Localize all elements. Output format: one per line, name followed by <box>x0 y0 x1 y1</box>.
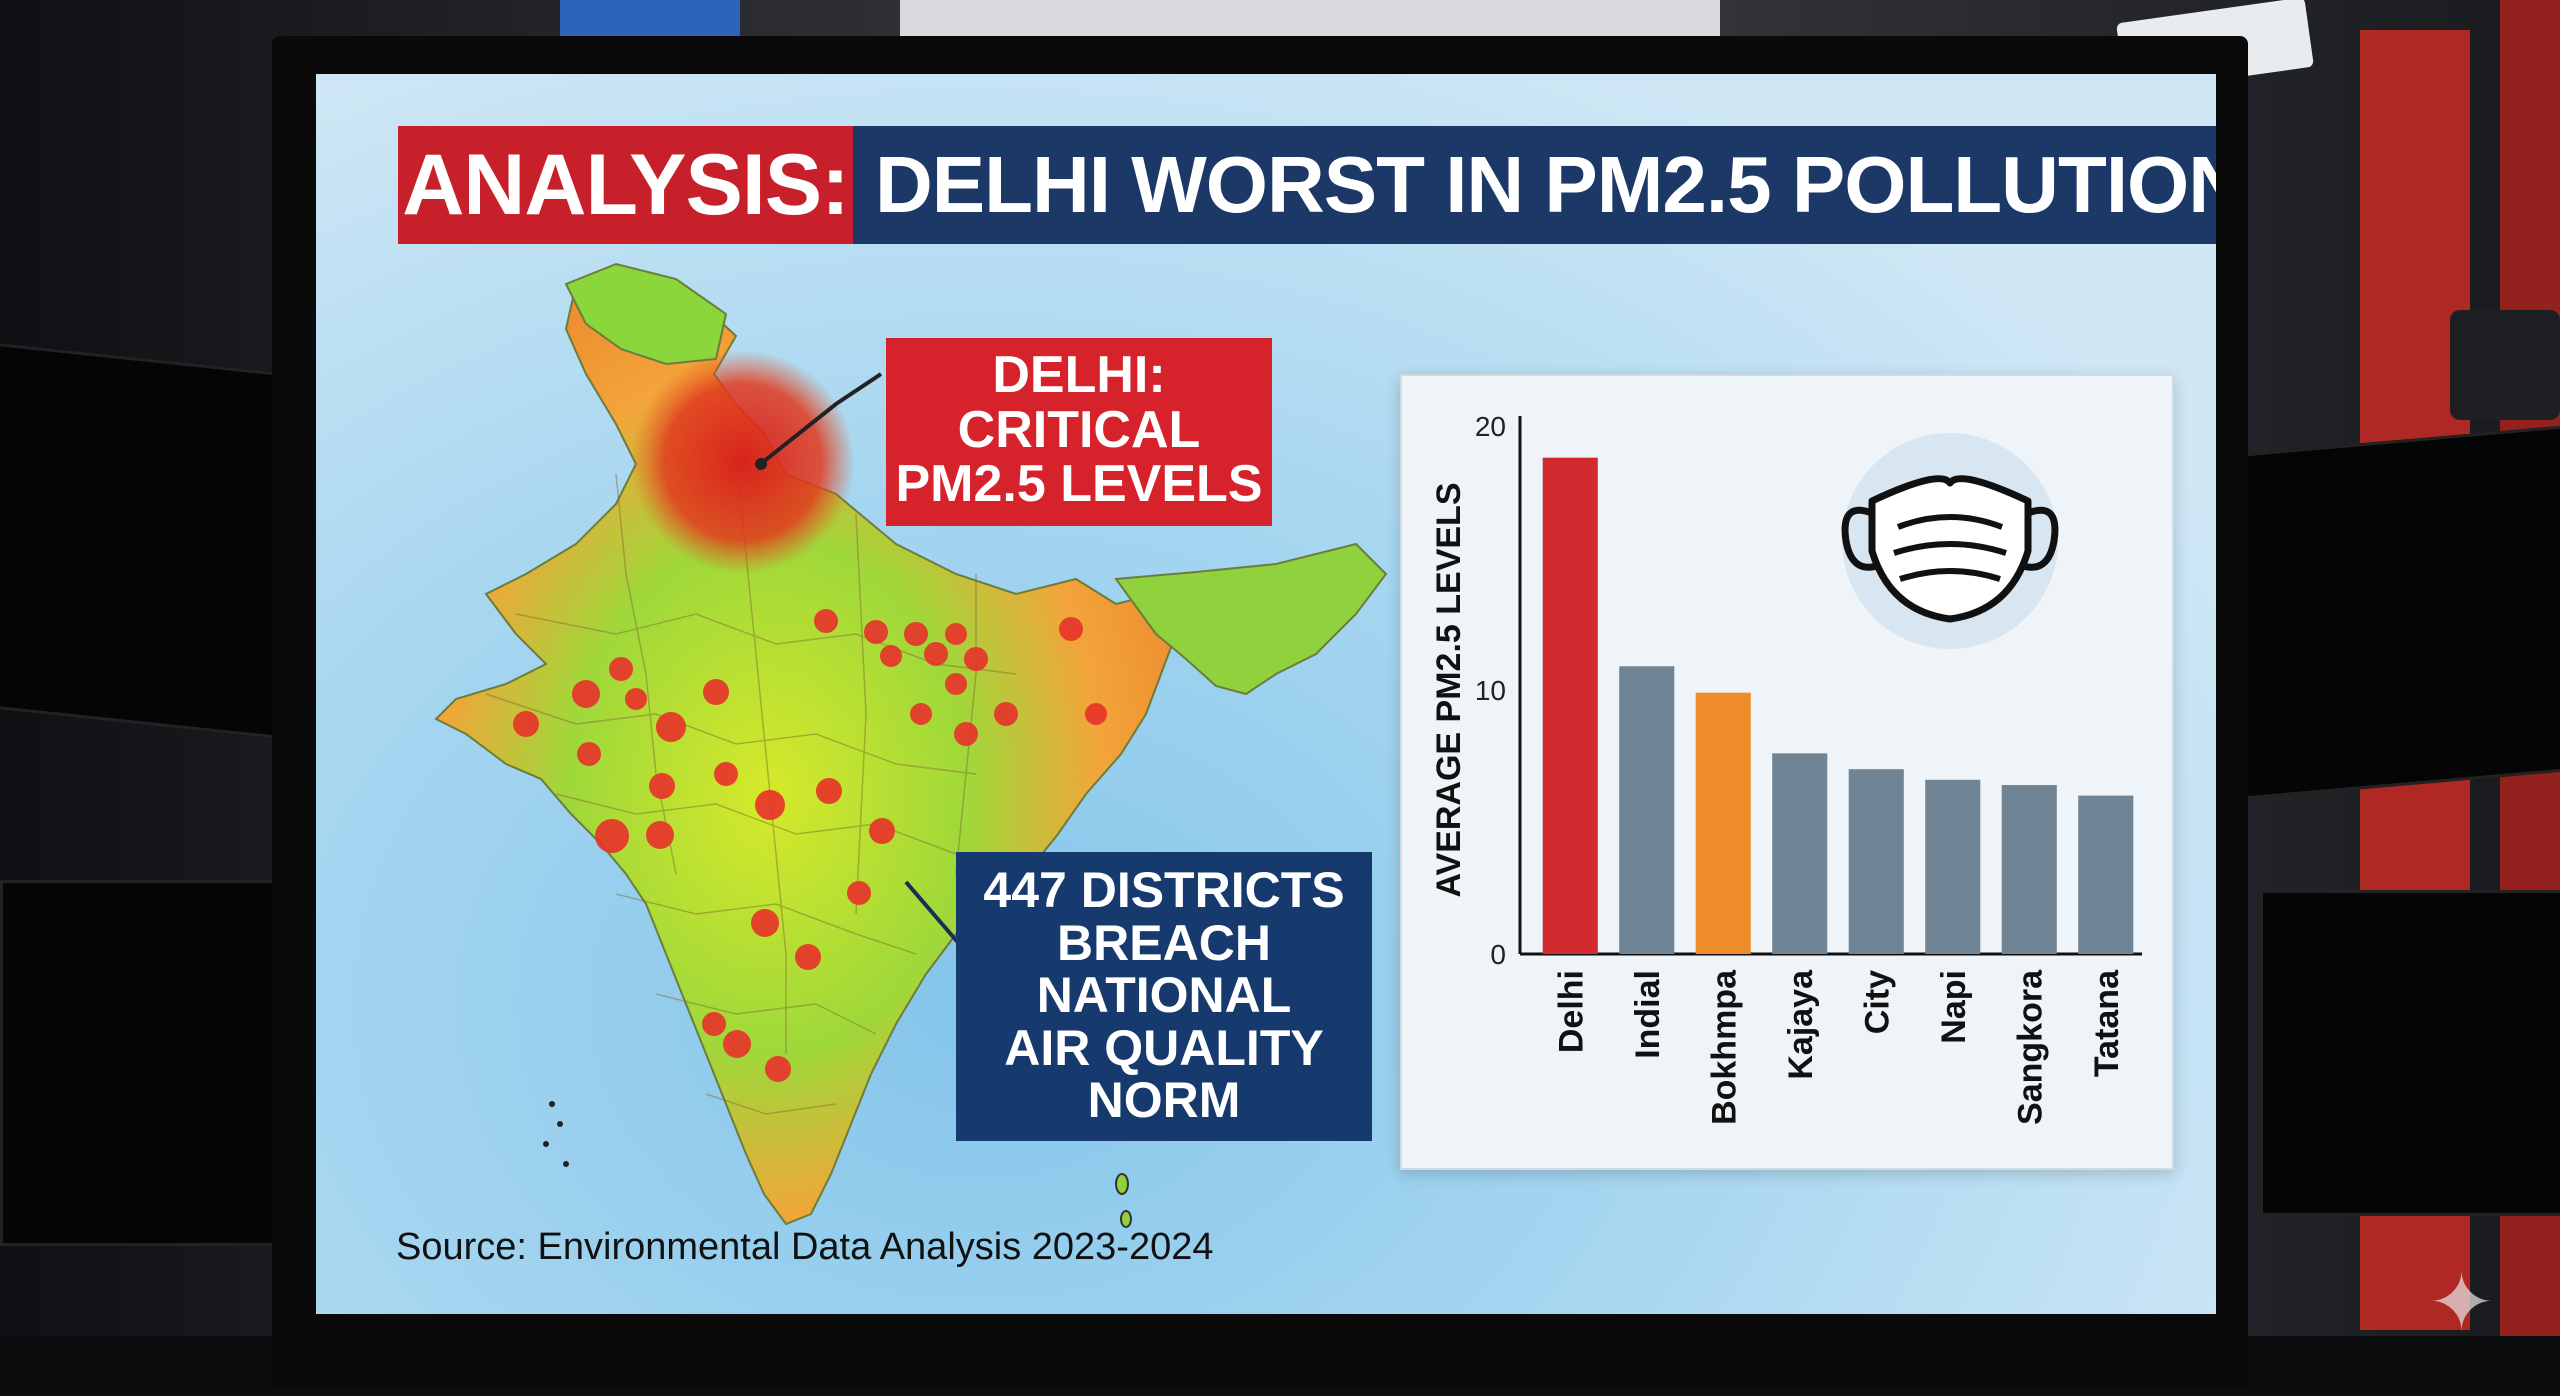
bar-kajaya <box>1772 753 1828 954</box>
x-tick-label: Sangkora <box>2011 969 2049 1125</box>
bar-chart: 0 10 20 AVERAGE PM2.5 LEVELS Delhi Indial Bokh… <box>1430 411 2142 1125</box>
x-tick-label: Delhi <box>1552 970 1590 1053</box>
face-mask-icon <box>1841 433 2059 649</box>
districts-callout-line3: AIR QUALITY NORM <box>1004 1019 1324 1128</box>
districts-callout-line <box>904 880 963 948</box>
y-axis-label: AVERAGE PM2.5 LEVELS <box>1430 482 1468 897</box>
bar-indial <box>1619 666 1675 954</box>
y-tick-label: 20 <box>1475 411 1506 442</box>
headline-title: DELHI WORST IN PM2.5 POLLUTION <box>853 126 2216 244</box>
sparkle-icon: ✦ <box>2428 1258 2496 1347</box>
districts-callout: 447 DISTRICTS BREACH NATIONAL AIR QUALIT… <box>956 852 1372 1141</box>
bar-bokhmpa <box>1695 692 1751 954</box>
headline-banner: ANALYSIS: DELHI WORST IN PM2.5 POLLUTION <box>398 126 2216 244</box>
india-pollution-map <box>434 262 1388 1228</box>
delhi-hotspot <box>631 350 855 574</box>
districts-callout-line1: 447 DISTRICTS <box>983 862 1345 918</box>
source-note: Source: Environmental Data Analysis 2023… <box>396 1226 1214 1268</box>
y-tick-label: 0 <box>1490 939 1506 970</box>
delhi-callout-line1: DELHI: CRITICAL <box>957 346 1201 459</box>
delhi-callout-line <box>761 372 883 464</box>
x-tick-label: Bokhmpa <box>1705 969 1743 1125</box>
bar-chart-panel: 0 10 20 AVERAGE PM2.5 LEVELS Delhi Indial Bokh… <box>1400 374 2174 1170</box>
bar-napi <box>1925 779 1981 954</box>
teleprompter-left-bottom <box>0 880 276 1246</box>
india-mainland <box>434 272 1178 1226</box>
districts-callout-line2: BREACH NATIONAL <box>1036 914 1292 1023</box>
teleprompter-right-bottom <box>2260 890 2560 1216</box>
delhi-callout-line2: PM2.5 LEVELS <box>895 455 1263 514</box>
teleprompter-right-top <box>2230 425 2560 801</box>
x-tick-label: Kajaya <box>1782 969 1820 1080</box>
delhi-callout: DELHI: CRITICAL PM2.5 LEVELS <box>886 338 1272 526</box>
x-tick-label: City <box>1858 970 1896 1034</box>
x-tick-label: Tatana <box>2088 969 2126 1077</box>
bar-tatana <box>2078 795 2134 954</box>
lakshadweep <box>543 1101 569 1167</box>
x-tick-label: Indial <box>1629 970 1667 1059</box>
india-northeast <box>1114 542 1388 696</box>
y-tick-label: 10 <box>1475 675 1506 706</box>
headline-tag: ANALYSIS: <box>398 126 853 244</box>
pollution-dots <box>513 609 1107 1082</box>
bar-city <box>1848 769 1904 954</box>
studio-camera <box>2450 310 2560 420</box>
broadcast-graphic: ANALYSIS: DELHI WORST IN PM2.5 POLLUTION… <box>316 74 2216 1314</box>
bar-sangkora <box>2001 785 2057 954</box>
x-tick-label: Napi <box>1935 970 1973 1044</box>
bar-delhi <box>1542 457 1598 954</box>
